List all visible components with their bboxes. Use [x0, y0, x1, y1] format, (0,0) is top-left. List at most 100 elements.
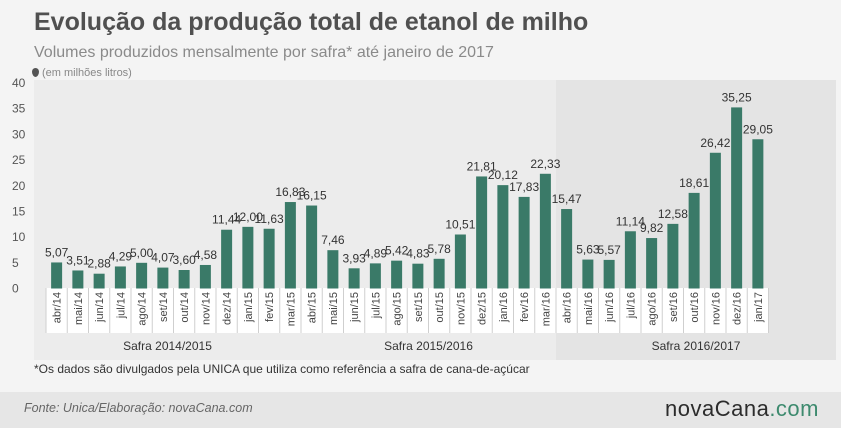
category-label: jan/15 — [243, 292, 255, 323]
value-label: 3,51 — [66, 253, 90, 267]
bar — [582, 259, 594, 289]
category-label: set/16 — [668, 292, 680, 322]
value-label: 12,00 — [233, 210, 263, 224]
bar — [263, 228, 275, 289]
value-label: 22,33 — [530, 157, 560, 171]
category-label: dez/14 — [222, 292, 234, 325]
y-tick-label: 30 — [12, 127, 26, 141]
category-label: fev/15 — [264, 292, 276, 322]
logo-main: novaCana — [665, 396, 770, 421]
bar — [93, 273, 105, 289]
value-label: 11,14 — [616, 214, 645, 228]
bar — [752, 139, 764, 289]
value-label: 15,47 — [552, 192, 582, 206]
y-tick-label: 15 — [12, 204, 26, 218]
category-label: fev/16 — [519, 292, 531, 322]
value-label: 5,42 — [385, 244, 409, 258]
bar — [624, 231, 636, 289]
value-label: 4,89 — [364, 246, 388, 260]
bar — [51, 262, 63, 289]
category-label: dez/16 — [732, 292, 744, 325]
category-label: jun/14 — [94, 292, 106, 323]
footer-bar — [0, 392, 841, 428]
category-label: ago/15 — [392, 292, 404, 326]
bar — [114, 266, 126, 289]
y-tick-label: 35 — [12, 102, 26, 116]
bar — [306, 205, 318, 289]
bar — [539, 173, 551, 289]
category-label: jul/15 — [370, 292, 382, 319]
value-label: 35,25 — [722, 90, 752, 104]
bar — [136, 262, 148, 289]
unit-text: (em milhões litros) — [42, 67, 132, 79]
category-label: jul/14 — [115, 292, 127, 319]
value-label: 10,51 — [445, 218, 475, 232]
category-label: nov/14 — [200, 292, 212, 325]
value-label: 20,12 — [488, 168, 518, 182]
y-tick-label: 20 — [12, 179, 26, 193]
category-label: mar/16 — [540, 292, 552, 326]
category-label: nov/16 — [710, 292, 722, 325]
value-label: 18,61 — [679, 176, 709, 190]
bar — [603, 259, 615, 289]
value-label: 29,05 — [743, 122, 773, 136]
category-label: abr/16 — [562, 292, 574, 323]
bar — [518, 196, 530, 289]
value-label: 3,93 — [342, 251, 366, 265]
chart-subtitle: Volumes produzidos mensalmente por safra… — [34, 44, 494, 61]
season-label: Safra 2015/2016 — [384, 339, 473, 353]
value-label: 4,58 — [194, 248, 218, 262]
value-label: 5,07 — [45, 245, 69, 259]
category-label: jun/16 — [604, 292, 616, 323]
category-label: out/14 — [179, 292, 191, 323]
category-label: jan/17 — [753, 292, 765, 323]
bar — [157, 267, 169, 289]
value-label: 26,42 — [700, 136, 730, 150]
y-tick-label: 5 — [12, 256, 19, 270]
bar — [709, 152, 721, 289]
bar — [199, 264, 211, 289]
category-label: jul/16 — [625, 292, 637, 319]
bar — [242, 226, 254, 289]
bar — [433, 258, 445, 289]
source-credit: Fonte: Unica/Elaboração: novaCana.com — [24, 401, 253, 415]
y-tick-label: 25 — [12, 153, 26, 167]
value-label: 4,29 — [109, 249, 133, 263]
bar — [391, 260, 403, 289]
bar — [476, 176, 488, 289]
value-label: 17,83 — [509, 180, 539, 194]
value-label: 12,58 — [658, 207, 688, 221]
category-label: abr/14 — [52, 292, 64, 323]
y-tick-label: 0 — [12, 282, 19, 296]
value-label: 2,88 — [87, 257, 111, 271]
value-label: 5,78 — [427, 242, 451, 256]
bar — [561, 209, 573, 289]
bar — [454, 234, 466, 289]
bar — [72, 270, 84, 289]
value-label: 21,81 — [467, 159, 497, 173]
season-label: Safra 2016/2017 — [652, 339, 741, 353]
category-label: ago/14 — [137, 292, 149, 326]
unit-label: (em milhões litros) — [32, 67, 132, 79]
footnote: *Os dados são divulgados pela UNICA que … — [34, 362, 530, 376]
bar — [221, 229, 233, 289]
value-label: 11,63 — [255, 212, 284, 226]
category-label: abr/15 — [307, 292, 319, 323]
category-label: jun/15 — [349, 292, 361, 323]
value-label: 16,15 — [297, 189, 327, 203]
value-label: 3,60 — [172, 253, 196, 267]
bar — [348, 268, 360, 289]
bar — [178, 270, 190, 289]
y-tick-label: 10 — [12, 230, 26, 244]
y-tick-label: 40 — [12, 76, 26, 90]
logo-suffix: .com — [769, 396, 819, 421]
value-label: 16,83 — [275, 185, 305, 199]
category-label: out/16 — [689, 292, 701, 323]
bar — [497, 185, 509, 289]
brand-logo: novaCana.com — [665, 396, 819, 422]
bar — [731, 107, 743, 289]
category-label: mar/15 — [285, 292, 297, 326]
bar — [646, 238, 658, 289]
bar — [327, 250, 339, 289]
